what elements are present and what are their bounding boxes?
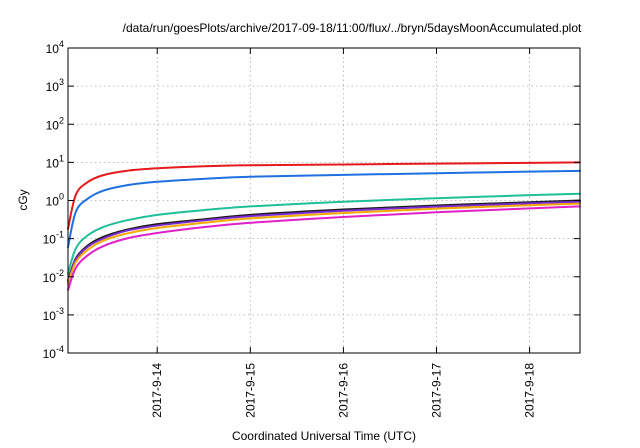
y-tick-label: 102 [46,115,64,132]
y-tick-label: 103 [46,77,64,94]
y-tick-label: 10-4 [43,344,64,361]
series-line [67,192,581,275]
chart-title: /data/run/goesPlots/archive/2017-09-18/1… [123,21,582,35]
series-line [67,199,581,282]
series-line [67,200,581,283]
series-line [67,161,581,230]
y-tick-label: 101 [46,153,64,170]
x-tick-label: 2017-9-18 [523,363,537,418]
y-axis-label: cGy [16,189,30,210]
x-tick-label: 2017-9-17 [429,363,443,418]
x-axis-label: Coordinated Universal Time (UTC) [232,429,416,443]
y-tick-label: 100 [46,192,64,209]
x-tick-label: 2017-9-15 [243,363,257,418]
y-tick-label: 10-1 [43,230,64,247]
y-tick-label: 10-3 [43,306,64,323]
y-tick-label: 10-2 [43,268,64,285]
series-line [67,205,581,291]
x-tick-label: 2017-9-14 [150,363,164,418]
grid [68,48,580,353]
y-tick-label: 104 [46,39,64,56]
x-tick-label: 2017-9-16 [336,363,350,418]
series-lines [67,161,581,291]
series-line [67,169,581,249]
axis-ticks: 10-4 10-3 10-2 10-1 100 101 102 103 104 2017-9-14… [43,39,580,418]
series-line [67,202,581,285]
